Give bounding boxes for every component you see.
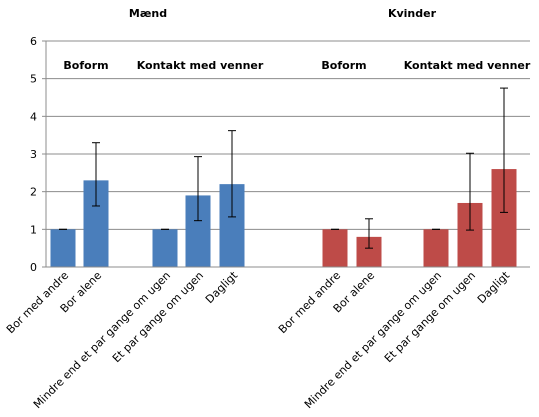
group-label: Kontakt med venner (137, 59, 264, 72)
y-tick-label: 6 (30, 35, 37, 48)
y-tick-label: 0 (30, 261, 37, 274)
bars (50, 169, 517, 267)
error-bar (194, 156, 202, 222)
group-label: Boform (63, 59, 108, 72)
group-labels: Boform Kontakt med venner Boform Kontakt me… (63, 59, 530, 72)
category-label: Dagligt (203, 268, 241, 306)
category-label: Dagligt (475, 268, 513, 306)
error-bar (92, 142, 100, 207)
error-bar (500, 87, 508, 213)
axes (45, 41, 530, 268)
panel-titles: Mænd Kvinder (129, 7, 437, 20)
group-label: Kontakt med venner (404, 59, 531, 72)
bar (322, 229, 348, 267)
y-axis-ticks: 0 1 2 3 4 5 6 (30, 35, 46, 274)
error-bar (466, 152, 474, 231)
group-label: Boform (321, 59, 366, 72)
bar (50, 229, 76, 267)
error-bars (59, 87, 508, 249)
gridlines (46, 40, 530, 230)
bar (152, 229, 178, 267)
panel-title: Mænd (129, 7, 167, 20)
y-tick-label: 4 (30, 110, 37, 123)
y-tick-label: 3 (30, 148, 37, 161)
panel-title: Kvinder (388, 7, 437, 20)
y-tick-label: 2 (30, 186, 37, 199)
bar (423, 229, 449, 267)
y-tick-label: 1 (30, 223, 37, 236)
error-bar (365, 218, 373, 249)
y-tick-label: 5 (30, 73, 37, 86)
error-bar (228, 130, 236, 218)
